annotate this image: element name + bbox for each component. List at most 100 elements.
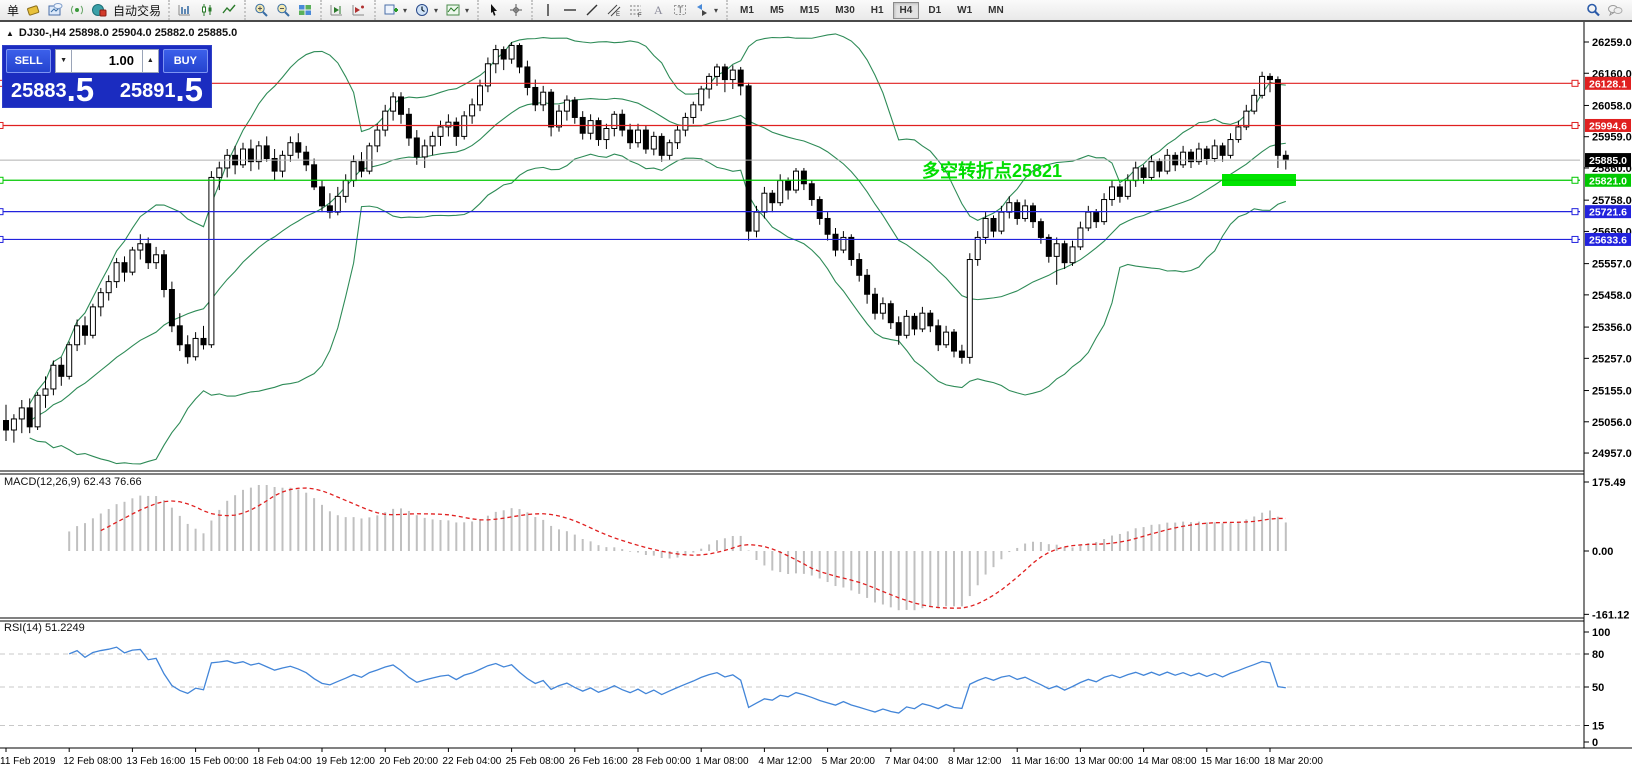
svg-text:50: 50 (1592, 682, 1604, 694)
symbol-ohlc-text: DJ30-,H4 25898.0 25904.0 25882.0 25885.0 (18, 27, 238, 39)
svg-text:5 Mar 20:00: 5 Mar 20:00 (822, 756, 876, 767)
timeframe-d1[interactable]: D1 (928, 4, 942, 16)
svg-text:20 Feb 20:00: 20 Feb 20:00 (379, 756, 438, 767)
text-icon[interactable]: A (648, 1, 668, 19)
svg-text:25458.0: 25458.0 (1592, 290, 1632, 302)
svg-text:26259.0: 26259.0 (1592, 37, 1632, 49)
buy-button[interactable]: BUY (162, 48, 208, 73)
svg-text:7 Mar 04:00: 7 Mar 04:00 (885, 756, 939, 767)
svg-text:25557.0: 25557.0 (1592, 259, 1632, 271)
sell-price[interactable]: 25883 .5 (11, 71, 95, 108)
new-chart-icon[interactable] (381, 1, 401, 19)
bar-chart-icon[interactable] (175, 1, 195, 19)
trendline-icon[interactable] (582, 1, 602, 19)
sell-button[interactable]: SELL (6, 48, 52, 73)
svg-text:25 Feb 08:00: 25 Feb 08:00 (506, 756, 565, 767)
timeframe-m5[interactable]: M5 (769, 4, 784, 16)
scroll-to-end-icon[interactable] (327, 1, 347, 19)
new-order-label[interactable]: 单 (7, 3, 20, 18)
svg-text:25758.0: 25758.0 (1592, 195, 1632, 207)
macd-indicator-label: MACD(12,26,9) 62.43 76.66 (4, 476, 142, 488)
new-chart-caret[interactable]: ▾ (403, 5, 408, 15)
text-label-icon[interactable]: T (670, 1, 690, 19)
svg-text:0: 0 (1592, 737, 1598, 749)
signals-icon[interactable] (67, 1, 87, 19)
autotrading-label[interactable]: 自动交易 (113, 3, 162, 18)
autotrading-icon[interactable] (89, 1, 109, 19)
svg-text:-161.12: -161.12 (1592, 609, 1629, 621)
svg-text:26128.1: 26128.1 (1589, 78, 1627, 90)
zoom-in-icon[interactable] (251, 1, 271, 19)
svg-text:11 Feb 2019: 11 Feb 2019 (0, 756, 56, 767)
svg-text:25994.6: 25994.6 (1589, 120, 1627, 132)
search-icon[interactable] (1583, 1, 1603, 19)
rsi-indicator-label: RSI(14) 51.2249 (4, 622, 85, 634)
shapes-icon[interactable] (692, 1, 712, 19)
timeframe-h4[interactable]: H4 (892, 1, 920, 19)
template-caret[interactable]: ▾ (465, 5, 470, 15)
equidistant-channel-icon[interactable]: E (604, 1, 624, 19)
tile-windows-icon[interactable] (295, 1, 315, 19)
candlestick-chart-icon[interactable] (197, 1, 217, 19)
market-watch-icon[interactable] (45, 1, 65, 19)
svg-text:E: E (616, 12, 620, 18)
timeframe-m15[interactable]: M15 (799, 4, 820, 16)
svg-text:25633.6: 25633.6 (1589, 234, 1627, 246)
svg-text:F: F (638, 13, 642, 18)
vertical-line-icon[interactable] (538, 1, 558, 19)
periods-caret[interactable]: ▾ (434, 5, 439, 15)
auto-scroll-icon[interactable] (349, 1, 369, 19)
svg-text:175.49: 175.49 (1592, 477, 1626, 489)
svg-text:19 Feb 12:00: 19 Feb 12:00 (316, 756, 375, 767)
volume-input[interactable] (72, 48, 142, 73)
svg-text:14 Mar 08:00: 14 Mar 08:00 (1138, 756, 1197, 767)
svg-text:13 Mar 00:00: 13 Mar 00:00 (1074, 756, 1133, 767)
svg-text:18 Feb 04:00: 18 Feb 04:00 (253, 756, 312, 767)
template-icon[interactable] (443, 1, 463, 19)
order-ticket-icon[interactable] (23, 1, 43, 19)
svg-text:22 Feb 04:00: 22 Feb 04:00 (442, 756, 501, 767)
svg-text:25356.0: 25356.0 (1592, 322, 1632, 334)
zoom-out-icon[interactable] (273, 1, 293, 19)
one-click-trading-panel: SELL ▼ ▲ BUY 25883 .5 25891 .5 (2, 45, 212, 108)
timeframe-m30[interactable]: M30 (835, 4, 855, 16)
svg-text:13 Feb 16:00: 13 Feb 16:00 (126, 756, 185, 767)
cursor-icon[interactable] (484, 1, 504, 19)
chart-title: ▲ DJ30-,H4 25898.0 25904.0 25882.0 25885… (6, 27, 237, 39)
main-toolbar: 单 自动交易 ▾ ▾ ▾ E F A T ▾ M1 M5 M15 M30 H1 H4 D (0, 0, 1632, 22)
svg-text:18 Mar 20:00: 18 Mar 20:00 (1264, 756, 1323, 767)
chart-canvas[interactable]: 多空转折点2582126259.026160.026058.025959.025… (0, 22, 1632, 774)
svg-text:11 Mar 16:00: 11 Mar 16:00 (1011, 756, 1070, 767)
volume-increase-button[interactable]: ▲ (142, 48, 159, 73)
volume-decrease-button[interactable]: ▼ (55, 48, 72, 73)
fibonacci-icon[interactable]: F (626, 1, 646, 19)
shapes-caret[interactable]: ▾ (714, 5, 719, 15)
chat-icon[interactable] (1605, 1, 1625, 19)
svg-text:多空转折点25821: 多空转折点25821 (922, 160, 1062, 181)
chart-window: 多空转折点25821 26259.0 26160.0 26058.0 25959.0 25… (0, 22, 1632, 774)
crosshair-icon[interactable] (506, 1, 526, 19)
timeframe-mn[interactable]: MN (988, 4, 1004, 16)
svg-text:4 Mar 12:00: 4 Mar 12:00 (758, 756, 812, 767)
timeframe-group: M1 M5 M15 M30 H1 H4 D1 W1 MN (726, 0, 1016, 20)
panel-collapse-icon[interactable]: ▲ (6, 28, 14, 38)
periods-clock-icon[interactable] (412, 1, 432, 19)
line-chart-icon[interactable] (219, 1, 239, 19)
svg-text:26058.0: 26058.0 (1592, 100, 1632, 112)
horizontal-line-icon[interactable] (560, 1, 580, 19)
svg-text:25155.0: 25155.0 (1592, 386, 1632, 398)
svg-text:24957.0: 24957.0 (1592, 448, 1632, 460)
timeframe-w1[interactable]: W1 (957, 4, 973, 16)
svg-text:25821.0: 25821.0 (1589, 175, 1627, 187)
svg-text:15 Feb 00:00: 15 Feb 00:00 (190, 756, 249, 767)
svg-text:26 Feb 16:00: 26 Feb 16:00 (569, 756, 628, 767)
timeframe-m1[interactable]: M1 (740, 4, 754, 16)
svg-text:25721.6: 25721.6 (1589, 207, 1627, 219)
timeframe-h1[interactable]: H1 (870, 4, 884, 16)
svg-text:1 Mar 08:00: 1 Mar 08:00 (695, 756, 749, 767)
svg-text:28 Feb 00:00: 28 Feb 00:00 (632, 756, 691, 767)
svg-text:100: 100 (1592, 627, 1610, 639)
svg-text:A: A (654, 3, 663, 17)
buy-price[interactable]: 25891 .5 (119, 71, 203, 108)
svg-text:0.00: 0.00 (1592, 546, 1613, 558)
